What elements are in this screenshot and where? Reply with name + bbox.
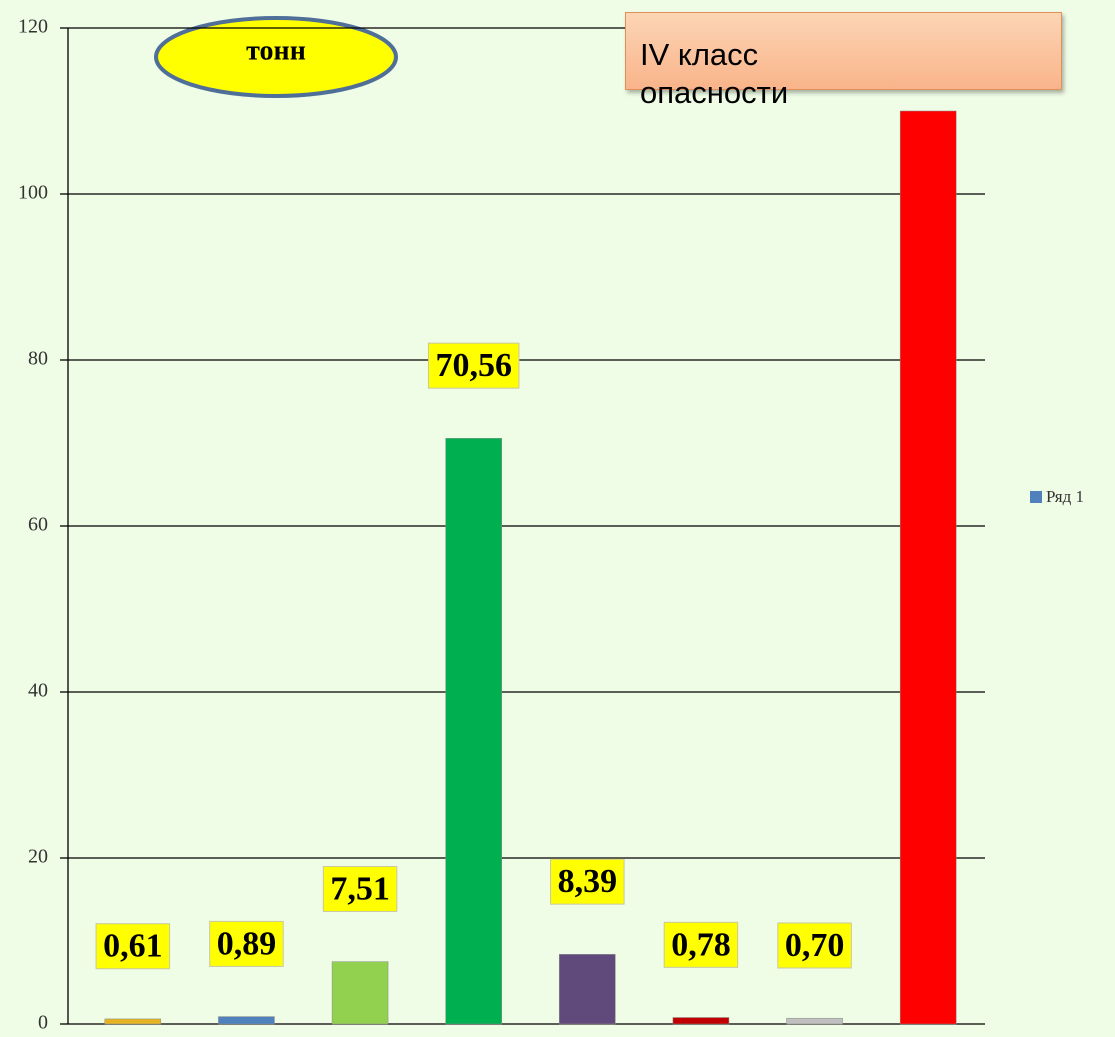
value-label: 70,56 xyxy=(435,347,512,384)
value-label-bg xyxy=(95,923,171,970)
value-label-group: 0,61 xyxy=(95,923,171,970)
y-tick-label: 80 xyxy=(28,348,48,370)
note-text: IV класс опасности xyxy=(640,37,789,110)
unit-label: тонн xyxy=(246,35,306,66)
value-label-bg xyxy=(777,922,852,969)
value-label-group: 7,51 xyxy=(322,865,398,912)
legend-swatch xyxy=(1030,491,1042,503)
value-label: 0,78 xyxy=(671,926,731,963)
value-label-group: 0,70 xyxy=(777,922,852,969)
value-label-group: 8,39 xyxy=(550,858,625,905)
y-tick-label: 0 xyxy=(38,1012,48,1034)
y-tick-label: 100 xyxy=(18,182,48,204)
note-box xyxy=(625,12,1062,90)
y-tick-label: 20 xyxy=(28,846,48,868)
value-label-bg xyxy=(550,858,625,905)
value-label-group: 0,78 xyxy=(663,921,739,968)
value-label-bg xyxy=(663,921,739,968)
value-label: 7,51 xyxy=(330,870,390,907)
bar xyxy=(559,954,616,1025)
unit-ellipse xyxy=(154,16,398,98)
value-label-group: 0,89 xyxy=(209,920,284,967)
value-label: 0,61 xyxy=(103,928,163,965)
bar xyxy=(899,110,957,1025)
value-label: 0,70 xyxy=(785,927,845,964)
y-tick-label: 120 xyxy=(18,16,48,38)
value-label-bg xyxy=(322,865,398,912)
bar xyxy=(445,438,502,1025)
value-label: 8,39 xyxy=(558,863,618,900)
bar xyxy=(672,1017,730,1025)
value-label: 0,89 xyxy=(217,925,277,962)
value-label-bg xyxy=(427,342,520,389)
bar xyxy=(331,961,389,1025)
bar xyxy=(104,1018,162,1025)
value-label-group: 70,56 xyxy=(427,342,520,389)
legend-label: Ряд 1 xyxy=(1046,487,1084,506)
bar xyxy=(786,1017,843,1025)
value-label-bg xyxy=(209,920,284,967)
y-tick-label: 40 xyxy=(28,680,48,702)
bar xyxy=(218,1016,275,1025)
grid xyxy=(68,27,985,1025)
y-tick-label: 60 xyxy=(28,514,48,536)
